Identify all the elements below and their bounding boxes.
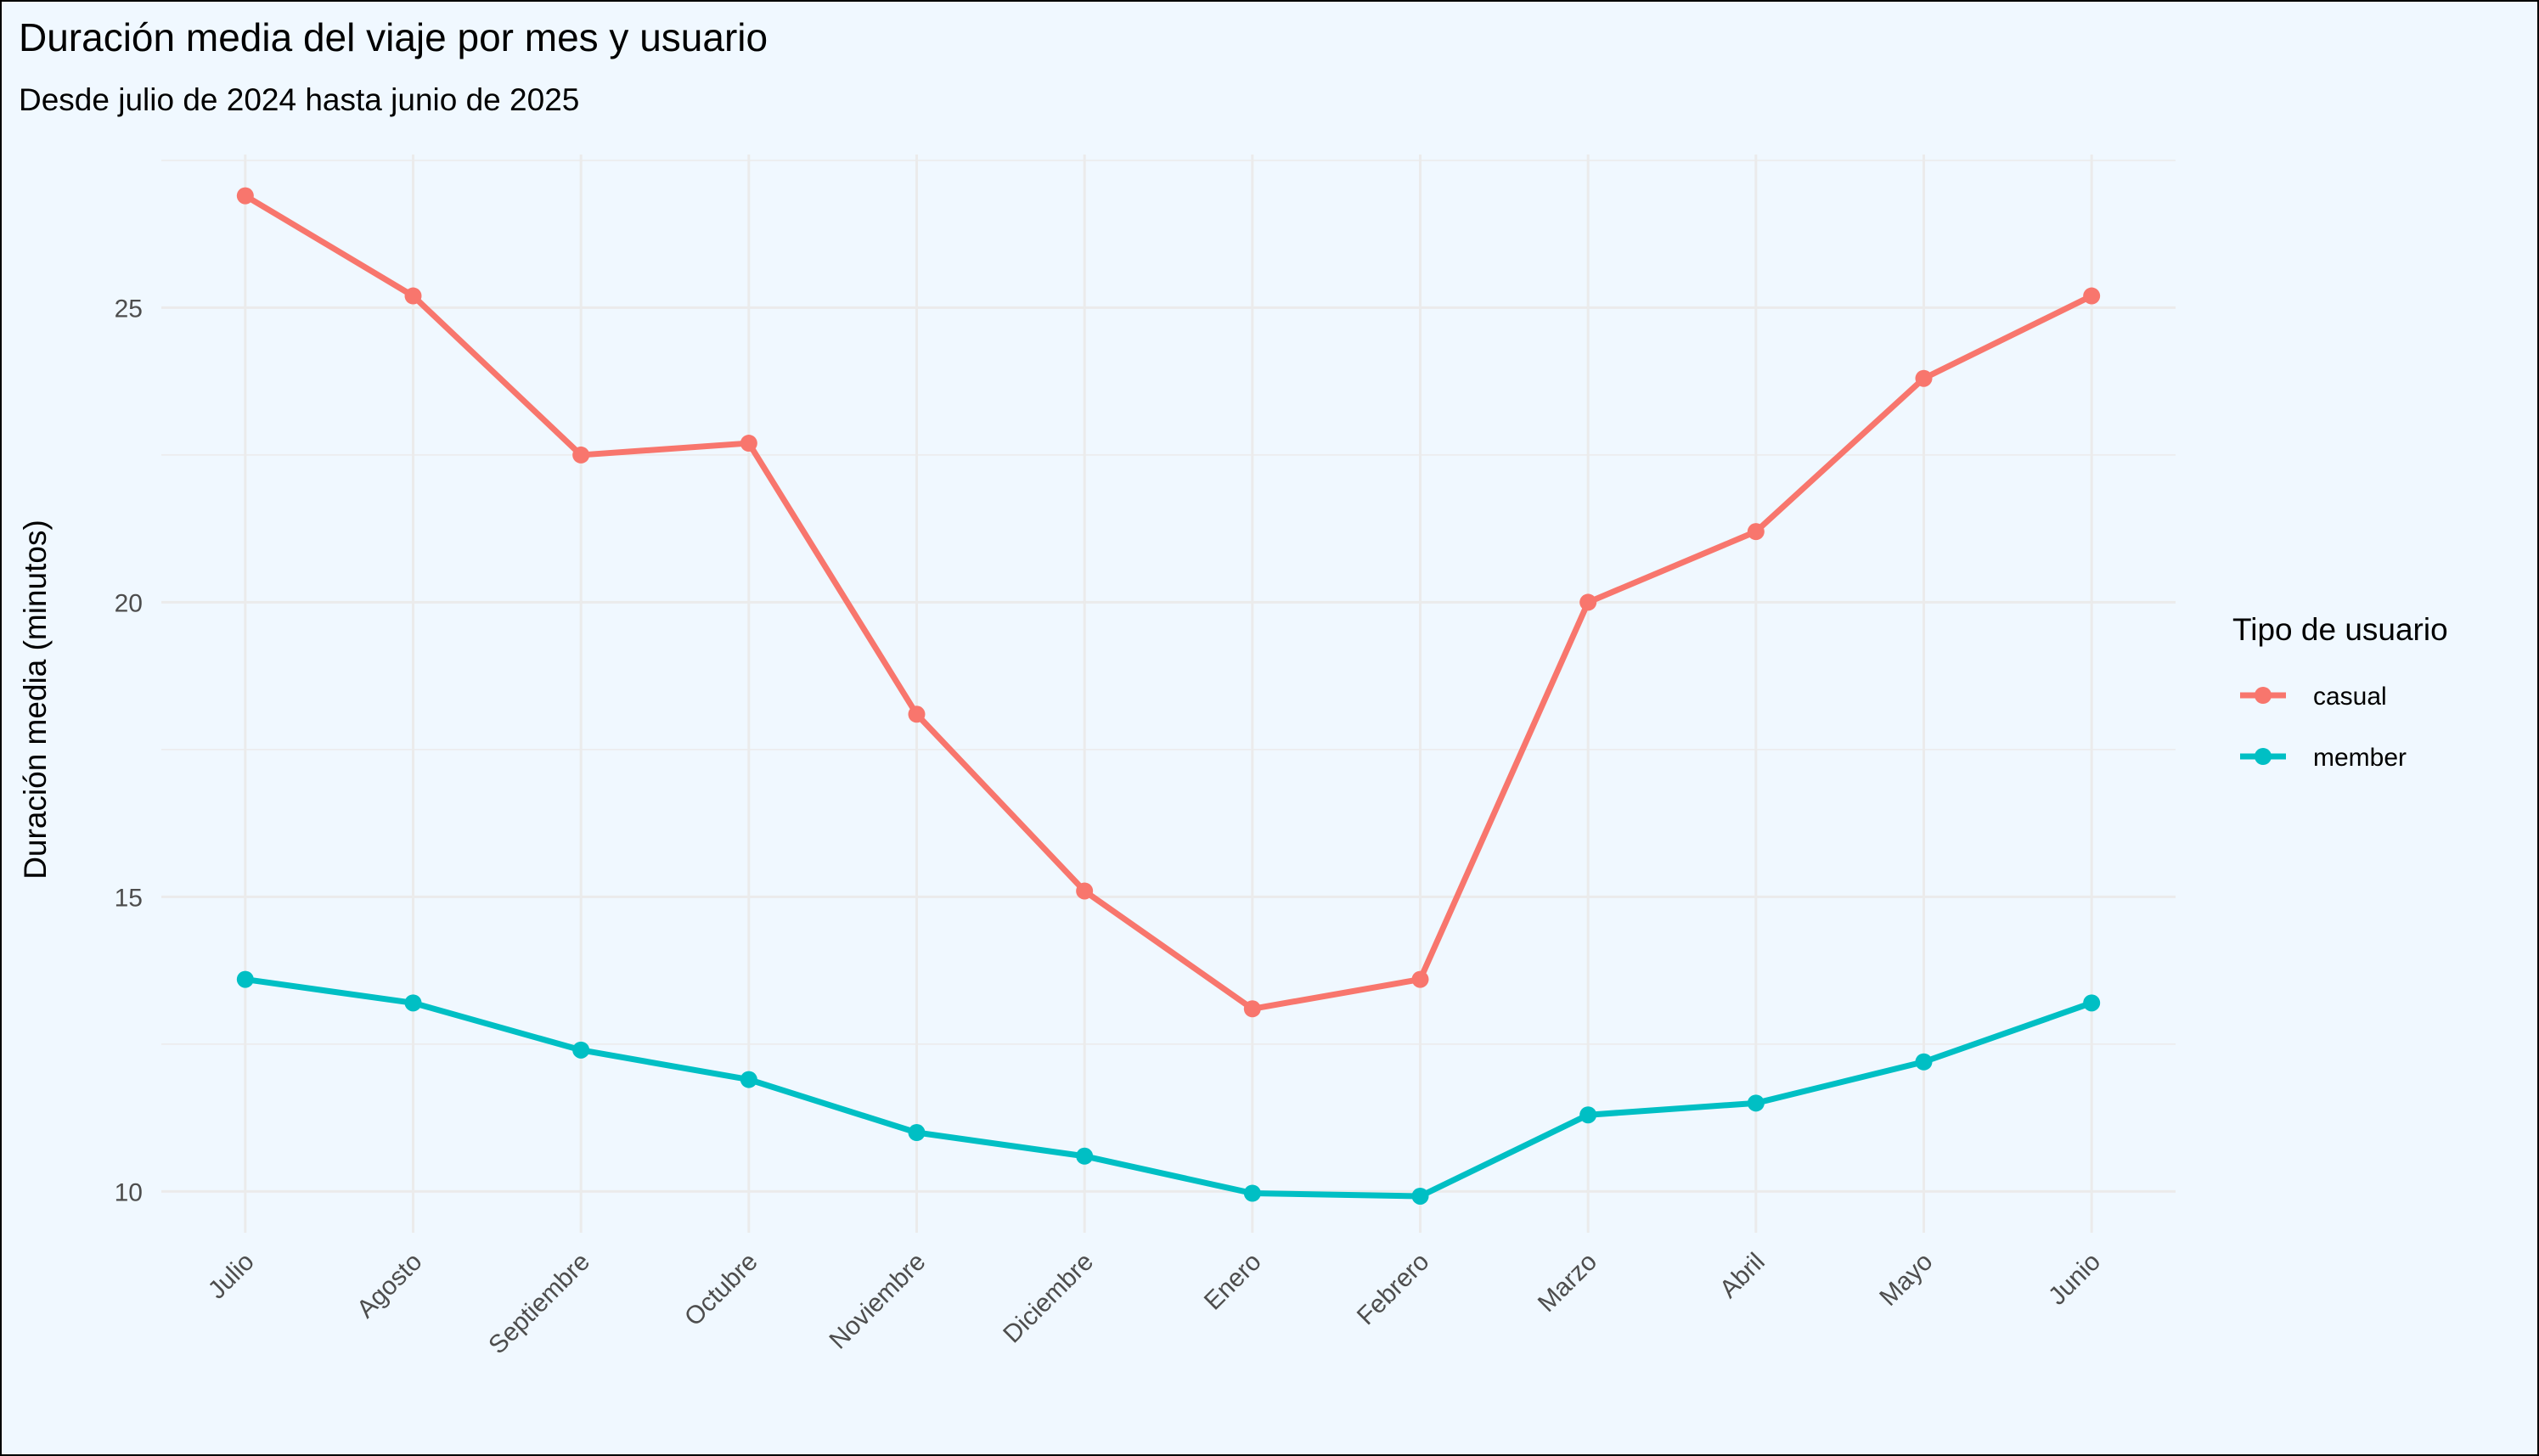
data-point-member [2083, 994, 2101, 1012]
data-point-member [1915, 1053, 1933, 1071]
legend-label: casual [2313, 683, 2387, 711]
legend-label: member [2313, 744, 2407, 772]
series-layer [236, 187, 2101, 1205]
legend-item-member: member [2240, 744, 2407, 772]
data-point-member [1243, 1184, 1261, 1202]
data-point-member [404, 994, 422, 1012]
legend-item-casual: casual [2240, 683, 2387, 711]
x-tick-label: Julio [203, 1248, 260, 1305]
data-point-casual [1579, 593, 1597, 611]
data-point-casual [1915, 369, 1933, 387]
series-line-member [242, 976, 2095, 1200]
x-tick-label: Enero [1199, 1248, 1267, 1316]
y-axis-title: Duración media (minutos) [18, 520, 53, 880]
x-tick-label: Noviembre [825, 1248, 932, 1355]
data-point-casual [404, 287, 422, 305]
x-tick-label: Marzo [1533, 1248, 1602, 1318]
y-tick-label: 15 [115, 884, 143, 912]
legend: Tipo de usuario casual member [2232, 612, 2448, 772]
x-tick-label: Febrero [1352, 1248, 1435, 1331]
data-point-member [740, 1071, 757, 1088]
legend-title: Tipo de usuario [2232, 612, 2448, 647]
data-point-member [1747, 1094, 1765, 1112]
data-point-casual [572, 446, 590, 464]
data-point-member [908, 1124, 926, 1142]
data-point-member [1579, 1106, 1597, 1124]
data-point-casual [1076, 882, 1094, 900]
data-point-casual [1747, 523, 1765, 541]
data-point-member [1076, 1147, 1094, 1165]
chart-title: Duración media del viaje por mes y usuar… [19, 15, 768, 59]
data-point-casual [740, 435, 757, 453]
x-tick-label: Diciembre [998, 1248, 1099, 1349]
x-tick-label: Septiembre [483, 1248, 595, 1360]
x-tick-label: Abril [1714, 1248, 1771, 1304]
y-tick-label: 10 [115, 1178, 143, 1206]
legend-key-point [2255, 687, 2272, 704]
series-line-casual [242, 193, 2095, 1012]
data-point-casual [2083, 287, 2101, 305]
x-tick-label: Octubre [679, 1248, 763, 1332]
x-tick-label: Mayo [1874, 1248, 1938, 1312]
series-member [236, 970, 2101, 1205]
data-point-casual [236, 187, 254, 205]
y-axis-ticks: 10 15 20 25 [115, 295, 143, 1206]
series-casual [236, 187, 2101, 1018]
x-axis-ticks: Julio Agosto Septiembre Octubre Noviembre Dic… [203, 1248, 2106, 1360]
legend-items: casual member [2240, 683, 2407, 772]
data-point-casual [1243, 1000, 1261, 1018]
data-point-member [572, 1041, 590, 1059]
grid [161, 155, 2176, 1233]
x-tick-label: Agosto [352, 1248, 427, 1324]
data-point-member [236, 970, 254, 988]
data-point-casual [1411, 970, 1429, 988]
data-point-member [1411, 1187, 1429, 1205]
chart-subtitle: Desde julio de 2024 hasta junio de 2025 [19, 82, 579, 117]
y-tick-label: 25 [115, 295, 143, 323]
data-point-casual [908, 706, 926, 723]
y-tick-label: 20 [115, 589, 143, 617]
x-tick-label: Junio [2043, 1248, 2106, 1311]
legend-key-point [2255, 748, 2272, 765]
